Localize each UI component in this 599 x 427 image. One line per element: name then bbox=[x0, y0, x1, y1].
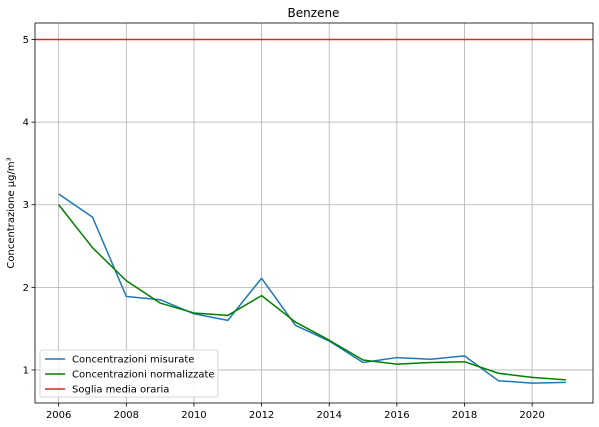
legend-label: Concentrazioni normalizzate bbox=[72, 370, 215, 381]
y-tick-label: 4 bbox=[23, 118, 29, 129]
x-tick-label: 2016 bbox=[384, 410, 409, 421]
x-tick-label: 2014 bbox=[316, 410, 341, 421]
x-tick-label: 2010 bbox=[181, 410, 206, 421]
legend-label: Soglia media oraria bbox=[72, 385, 169, 396]
series-line-2 bbox=[58, 204, 567, 381]
y-tick-label: 2 bbox=[23, 283, 29, 294]
x-tick-label: 2020 bbox=[519, 410, 544, 421]
plot-area bbox=[35, 38, 593, 384]
chart-title: Benzene bbox=[288, 6, 340, 20]
legend-label: Concentrazioni misurate bbox=[72, 355, 194, 366]
axes-frame bbox=[34, 22, 594, 404]
x-tick-label: 2006 bbox=[46, 410, 71, 421]
x-tick-label: 2018 bbox=[452, 410, 477, 421]
ticks: 2006 2008 2010 2012 2014 2016 2018 2020 1 2 3 4 5 bbox=[23, 35, 545, 421]
y-tick-label: 1 bbox=[23, 365, 29, 376]
legend: Concentrazioni misurate Concentrazioni no… bbox=[39, 349, 219, 398]
x-tick-label: 2008 bbox=[114, 410, 139, 421]
y-tick-label: 5 bbox=[23, 35, 29, 46]
legend-box bbox=[39, 349, 219, 398]
y-tick-label: 3 bbox=[23, 200, 29, 211]
series-line-1 bbox=[58, 193, 566, 384]
y-axis-label: Concentrazione µg/m³ bbox=[6, 157, 17, 268]
x-tick-label: 2012 bbox=[249, 410, 274, 421]
